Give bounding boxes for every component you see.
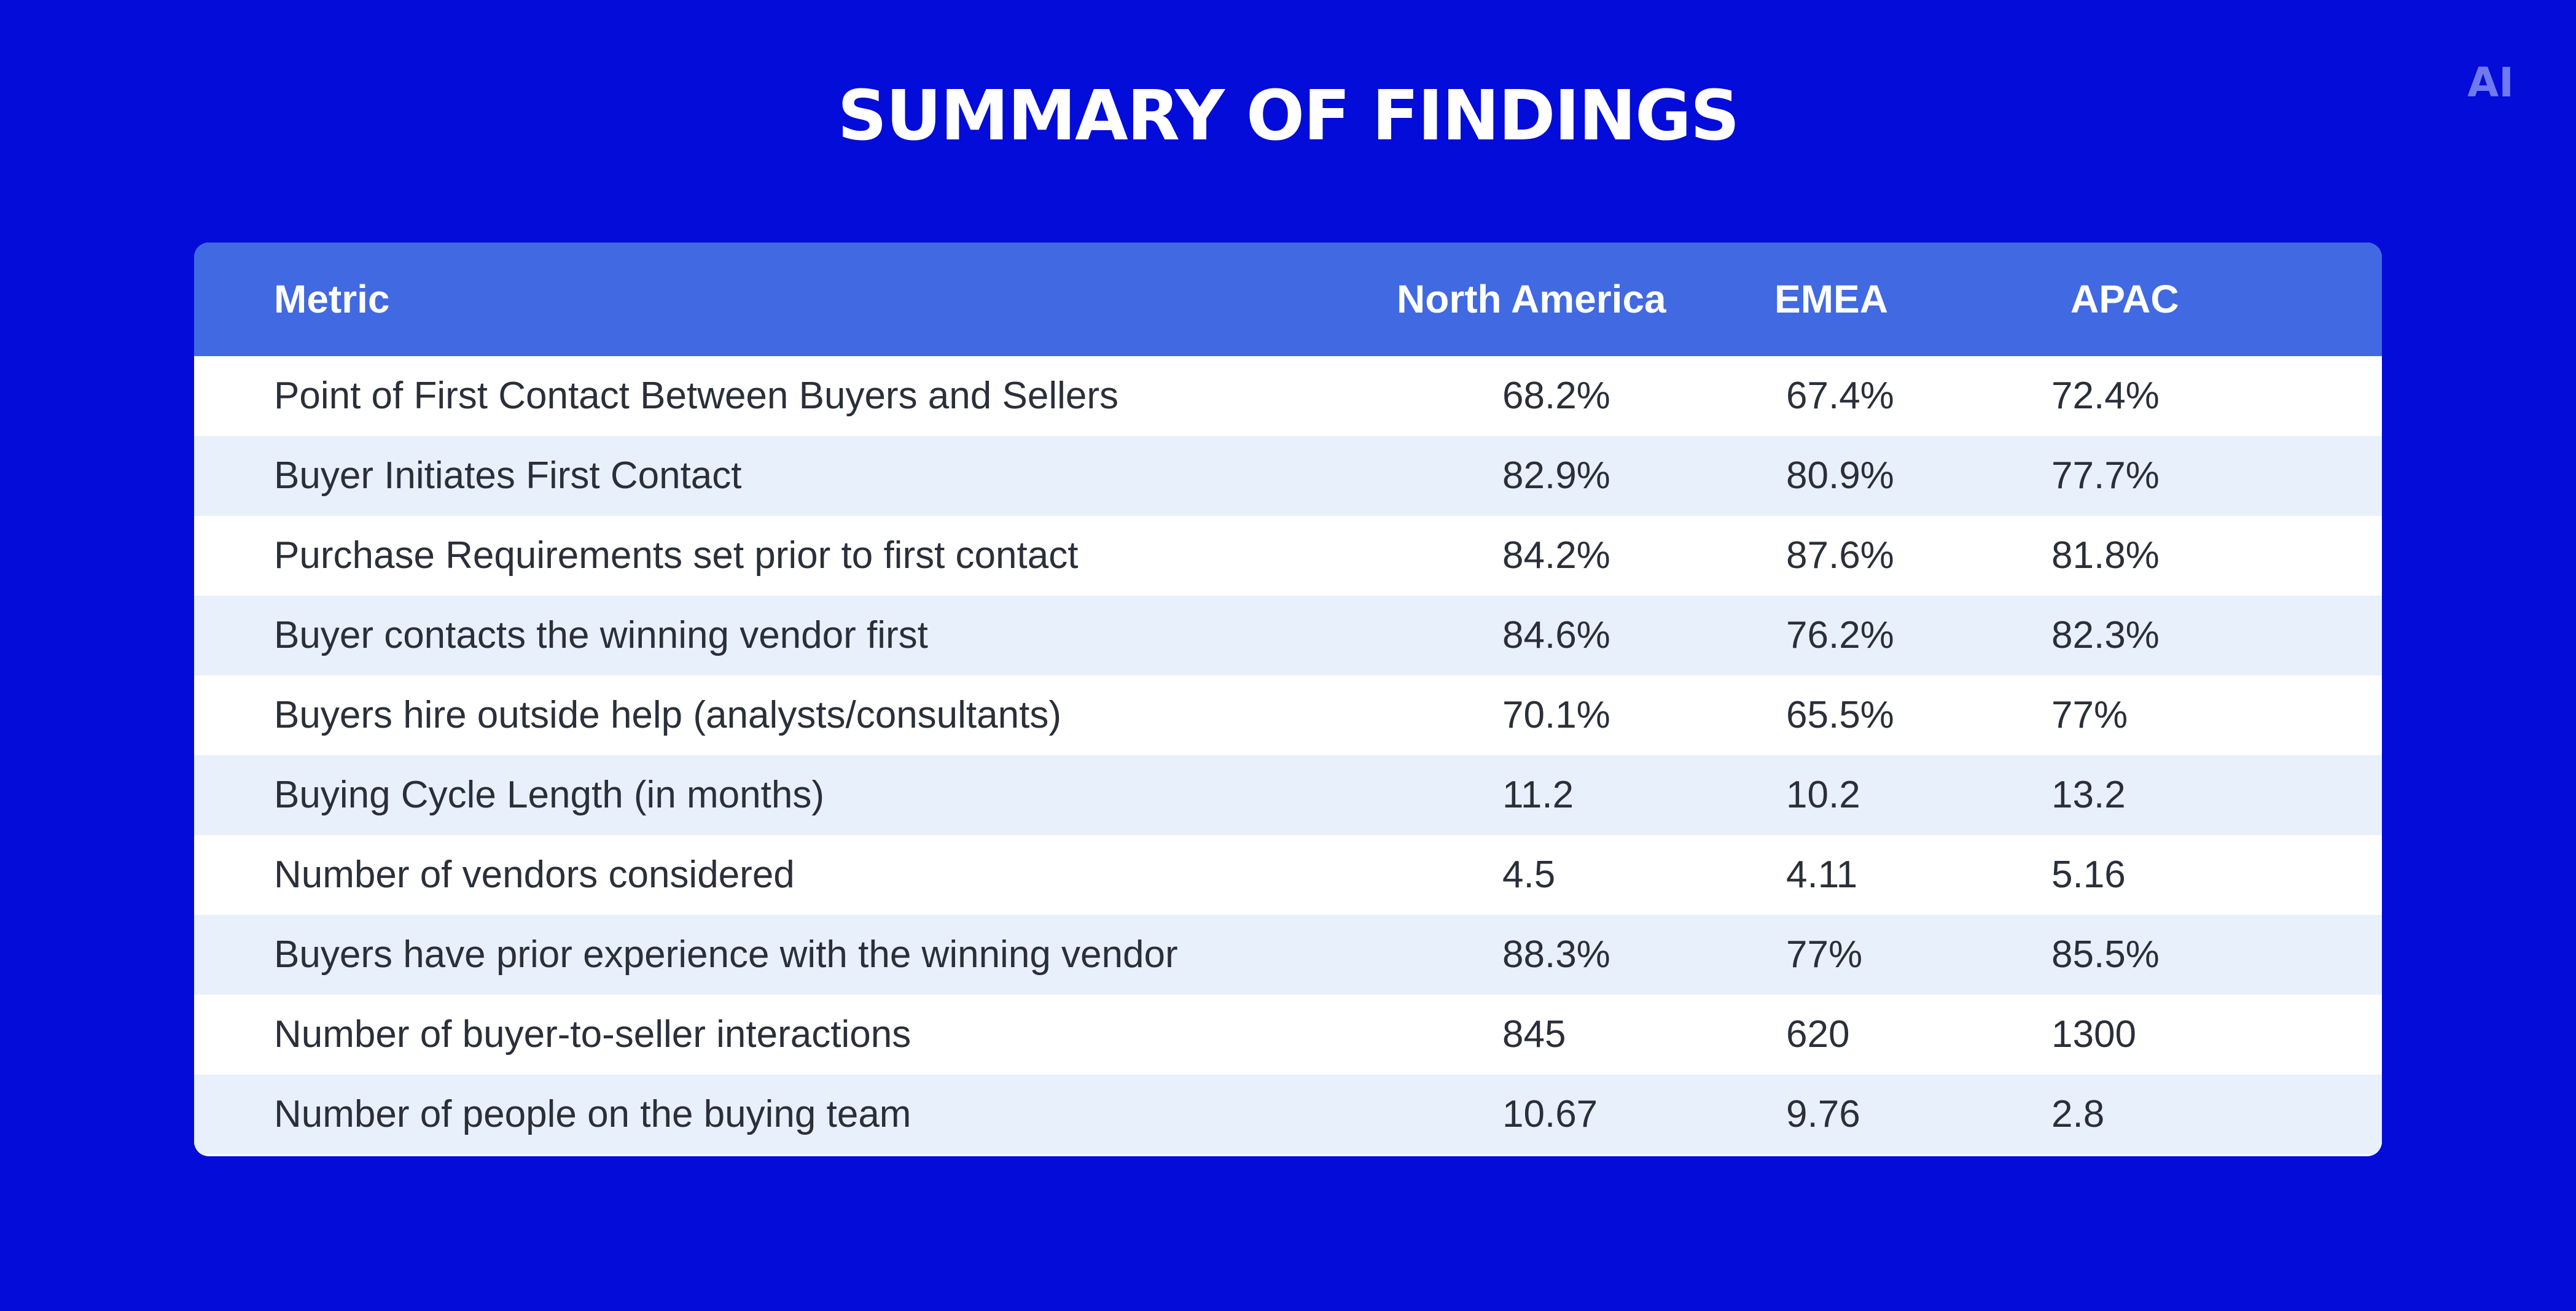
cell-north-america: 88.3% xyxy=(1502,933,1610,976)
cell-emea: 4.11 xyxy=(1786,854,1858,896)
table-row: Buyers hire outside help (analysts/consu… xyxy=(194,675,2382,755)
cell-metric: Buyer contacts the winning vendor first xyxy=(274,614,928,656)
cell-apac: 81.8% xyxy=(2051,534,2160,577)
cell-north-america: 4.5 xyxy=(1502,854,1556,896)
cell-emea: 77% xyxy=(1786,933,1863,976)
table-row: Buyer contacts the winning vendor first 8… xyxy=(194,596,2382,675)
cell-metric: Buyers have prior experience with the wi… xyxy=(274,933,1178,976)
cell-metric: Number of people on the buying team xyxy=(274,1093,911,1135)
cell-emea: 620 xyxy=(1786,1013,1850,1056)
cell-metric: Number of vendors considered xyxy=(274,854,795,896)
header-apac: APAC xyxy=(2071,277,2179,321)
cell-north-america: 84.6% xyxy=(1502,614,1610,656)
cell-emea: 87.6% xyxy=(1786,534,1894,577)
cell-emea: 76.2% xyxy=(1786,614,1894,656)
cell-north-america: 10.67 xyxy=(1502,1093,1598,1135)
cell-apac: 1300 xyxy=(2051,1013,2136,1056)
cell-metric: Buyers hire outside help (analysts/consu… xyxy=(274,694,1061,736)
cell-metric: Buyer Initiates First Contact xyxy=(274,454,742,497)
cell-emea: 65.5% xyxy=(1786,694,1894,736)
cell-apac: 77% xyxy=(2051,694,2128,736)
table-row: Buyer Initiates First Contact 82.9% 80.9% 7… xyxy=(194,436,2382,516)
table-row: Point of First Contact Between Buyers an… xyxy=(194,356,2382,436)
cell-north-america: 68.2% xyxy=(1502,375,1610,417)
header-emea: EMEA xyxy=(1774,277,1888,321)
brand-logo: AI xyxy=(2467,59,2514,106)
cell-north-america: 70.1% xyxy=(1502,694,1610,736)
cell-emea: 80.9% xyxy=(1786,454,1894,497)
table-row: Buyers have prior experience with the wi… xyxy=(194,915,2382,995)
cell-metric: Point of First Contact Between Buyers an… xyxy=(274,375,1118,417)
cell-metric: Number of buyer-to-seller interactions xyxy=(274,1013,911,1056)
header-north-america: North America xyxy=(1397,277,1666,321)
cell-apac: 85.5% xyxy=(2051,933,2160,976)
cell-north-america: 11.2 xyxy=(1502,774,1574,816)
cell-north-america: 84.2% xyxy=(1502,534,1610,577)
table-header-row: Metric North America EMEA APAC xyxy=(194,243,2382,356)
table-row: Purchase Requirements set prior to first… xyxy=(194,516,2382,596)
cell-metric: Buying Cycle Length (in months) xyxy=(274,774,825,816)
cell-apac: 72.4% xyxy=(2051,375,2160,417)
table-row: Number of people on the buying team 10.67… xyxy=(194,1075,2382,1154)
cell-metric: Purchase Requirements set prior to first… xyxy=(274,534,1079,577)
findings-table: Metric North America EMEA APAC Point of … xyxy=(194,243,2382,1156)
cell-north-america: 845 xyxy=(1502,1013,1566,1056)
cell-apac: 13.2 xyxy=(2051,774,2126,816)
table-row: Buying Cycle Length (in months) 11.2 10.2 1… xyxy=(194,755,2382,835)
cell-emea: 10.2 xyxy=(1786,774,1860,816)
cell-apac: 77.7% xyxy=(2051,454,2160,497)
table-row: Number of buyer-to-seller interactions 84… xyxy=(194,995,2382,1075)
cell-north-america: 82.9% xyxy=(1502,454,1610,497)
cell-emea: 67.4% xyxy=(1786,375,1894,417)
cell-apac: 2.8 xyxy=(2051,1093,2105,1135)
page-title: SUMMARY OF FINDINGS xyxy=(837,76,1740,156)
header-metric: Metric xyxy=(274,277,390,321)
cell-apac: 82.3% xyxy=(2051,614,2160,656)
cell-apac: 5.16 xyxy=(2051,854,2126,896)
cell-emea: 9.76 xyxy=(1786,1093,1860,1135)
table-row: Number of vendors considered 4.5 4.11 5.16 xyxy=(194,835,2382,915)
